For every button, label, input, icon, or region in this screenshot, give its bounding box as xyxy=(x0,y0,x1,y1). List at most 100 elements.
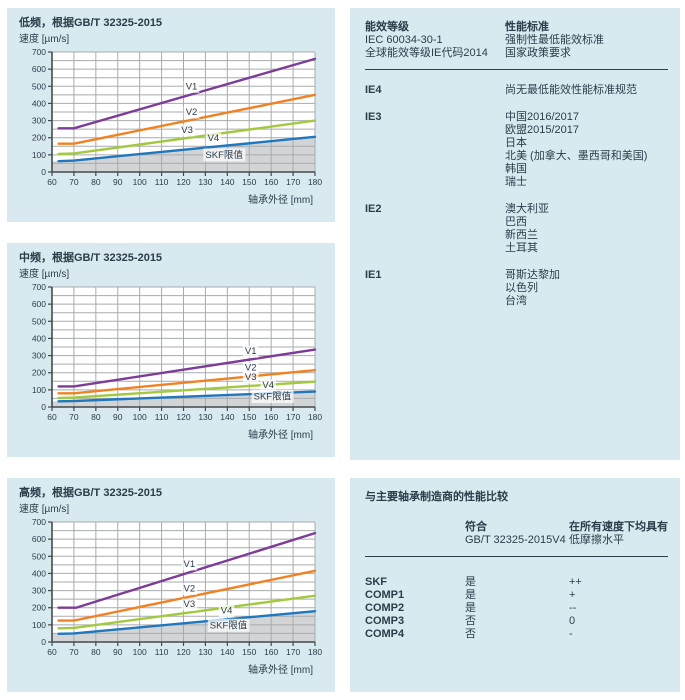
x-tick-label: 60 xyxy=(47,412,57,422)
skf-limit-label: SKF限值 xyxy=(254,390,292,402)
series-line-v2 xyxy=(57,93,317,145)
series-label-v2: V2 xyxy=(186,107,198,118)
y-axis-label: 速度 [µm/s] xyxy=(19,269,70,280)
ie-grade-label: IE2 xyxy=(365,203,382,215)
y-tick-label: 200 xyxy=(32,368,46,378)
header-line: 低摩擦水平 xyxy=(569,534,624,546)
series-label-v3: V3 xyxy=(184,599,196,610)
chart-panel-high-frequency: 高频，根据GB/T 32325-2015 速度 [µm/s] 0 100 200 30… xyxy=(7,478,335,692)
x-tick-label: 130 xyxy=(198,177,212,187)
y-tick-label: 400 xyxy=(32,333,46,343)
friction-value: 0 xyxy=(569,615,576,627)
x-tick-label: 140 xyxy=(220,412,234,422)
line-chart-high-frequency: 0 100 200 300 400 500 600 700 60 70 80 90 100 110 120 1… xyxy=(19,518,323,662)
compliance-value: 否 xyxy=(465,615,476,627)
compliance-value: 是 xyxy=(465,589,476,601)
ie-country-item: 日本 xyxy=(505,137,527,149)
y-tick-label: 700 xyxy=(32,283,46,292)
line-chart-low-frequency: 0 100 200 300 400 500 600 700 60 70 80 90 100 110 120 1… xyxy=(19,48,323,192)
x-tick-label: 160 xyxy=(264,177,278,187)
table-row: IE3 中国2016/2017 欧盟2015/2017 日本 北美 (加拿大、墨西哥和美… xyxy=(365,111,668,189)
y-tick-label: 500 xyxy=(32,81,46,91)
y-tick-label: 600 xyxy=(32,64,46,74)
comparison-table-header: 符合 GB/T 32325-2015V4 在所有速度下均具有 低摩擦水平 xyxy=(365,521,668,547)
y-tick-label: 300 xyxy=(32,116,46,126)
manufacturer-name: COMP4 xyxy=(365,628,405,640)
y-tick-label: 0 xyxy=(41,402,46,412)
ie-country-item: 新西兰 xyxy=(505,229,538,241)
table-row: COMP2 是 -- xyxy=(365,602,668,615)
x-tick-label: 150 xyxy=(242,647,256,657)
table-row: COMP4 否 - xyxy=(365,628,668,641)
header-line: 能效等级 xyxy=(365,21,409,33)
x-tick-label: 100 xyxy=(133,177,147,187)
series-line-v1 xyxy=(57,57,317,130)
x-tick-label: 130 xyxy=(198,412,212,422)
ie-grade-label: IE4 xyxy=(365,84,382,96)
y-axis-label: 速度 [µm/s] xyxy=(19,34,70,45)
x-tick-label: 160 xyxy=(264,412,278,422)
series-label-v1: V1 xyxy=(184,559,196,570)
ie-country-item: 中国2016/2017 xyxy=(505,111,579,123)
y-tick-label: 400 xyxy=(32,568,46,578)
ie-country-item: 韩国 xyxy=(505,163,527,175)
y-tick-label: 200 xyxy=(32,603,46,613)
x-tick-label: 70 xyxy=(69,412,79,422)
x-tick-label: 160 xyxy=(264,647,278,657)
chart-title: 中频，根据GB/T 32325-2015 xyxy=(19,252,163,264)
series-line-v1 xyxy=(57,531,317,609)
ie-header-col2: 性能标准 强制性最低能效标准 国家政策要求 xyxy=(505,21,668,60)
ie-country-list: 哥斯达黎加 以色列 台湾 xyxy=(505,269,668,308)
ie-country-item: 哥斯达黎加 xyxy=(505,269,560,281)
ie-grade-label: IE1 xyxy=(365,269,382,281)
ie-country-item: 以色列 xyxy=(505,282,538,294)
table-row: IE4 尚无最低能效性能标准规范 xyxy=(365,84,668,97)
header-line: GB/T 32325-2015V4 xyxy=(465,534,566,546)
x-tick-label: 180 xyxy=(308,412,322,422)
x-axis-label: 轴承外径 [mm] xyxy=(248,665,313,676)
y-tick-label: 200 xyxy=(32,133,46,143)
y-tick-label: 300 xyxy=(32,351,46,361)
manufacturer-name: SKF xyxy=(365,576,387,588)
header-line: 强制性最低能效标准 xyxy=(505,34,604,46)
series-line-v3 xyxy=(57,119,317,156)
x-tick-label: 170 xyxy=(286,412,300,422)
chart-title: 高频，根据GB/T 32325-2015 xyxy=(19,487,163,499)
series-label-v2: V2 xyxy=(184,583,196,594)
manufacturer-name: COMP3 xyxy=(365,615,405,627)
friction-value: - xyxy=(569,628,573,640)
x-tick-label: 120 xyxy=(176,412,190,422)
x-tick-label: 60 xyxy=(47,177,57,187)
friction-value: -- xyxy=(569,602,577,614)
ie-country-list: 中国2016/2017 欧盟2015/2017 日本 北美 (加拿大、墨西哥和美国) 韩… xyxy=(505,111,668,189)
line-chart-medium-frequency: 0 100 200 300 400 500 600 700 60 70 80 90 100 110 120 1… xyxy=(19,283,323,427)
y-tick-label: 0 xyxy=(41,167,46,177)
x-axis-label: 轴承外径 [mm] xyxy=(248,195,313,206)
y-tick-label: 700 xyxy=(32,48,46,57)
ie-country-item: 巴西 xyxy=(505,216,527,228)
x-tick-label: 120 xyxy=(176,177,190,187)
series-label-v4: V4 xyxy=(262,380,274,391)
ie-country-item: 台湾 xyxy=(505,295,527,307)
ie-table-header: 能效等级 IEC 60034-30-1 全球能效等级IE代码2014 性能标准 强制性… xyxy=(365,21,668,60)
series-line-v2 xyxy=(57,368,317,395)
series-label-v1: V1 xyxy=(245,346,257,357)
table-row: IE2 澳大利亚 巴西 新西兰 土耳其 xyxy=(365,203,668,255)
y-tick-label: 500 xyxy=(32,316,46,326)
compliance-value: 是 xyxy=(465,602,476,614)
header-line: IEC 60034-30-1 xyxy=(365,34,443,46)
chart-panel-low-frequency: 低频，根据GB/T 32325-2015 速度 [µm/s] 0 100 200 30… xyxy=(7,8,335,222)
series-line-v4 xyxy=(57,135,317,163)
ie-country-item: 北美 (加拿大、墨西哥和美国) xyxy=(505,150,648,162)
x-tick-label: 80 xyxy=(91,647,101,657)
x-tick-label: 60 xyxy=(47,647,57,657)
header-line: 符合 xyxy=(465,521,487,533)
x-tick-label: 90 xyxy=(113,647,123,657)
header-line: 在所有速度下均具有 xyxy=(569,521,668,533)
series-line-v2 xyxy=(57,569,317,622)
x-tick-label: 170 xyxy=(286,177,300,187)
series-line-v4 xyxy=(57,390,317,403)
ie-grade-label: IE3 xyxy=(365,111,382,123)
chart-svg: 0 100 200 300 400 500 600 700 60 70 80 90 100 110 120 1… xyxy=(32,518,323,657)
y-tick-label: 600 xyxy=(32,534,46,544)
